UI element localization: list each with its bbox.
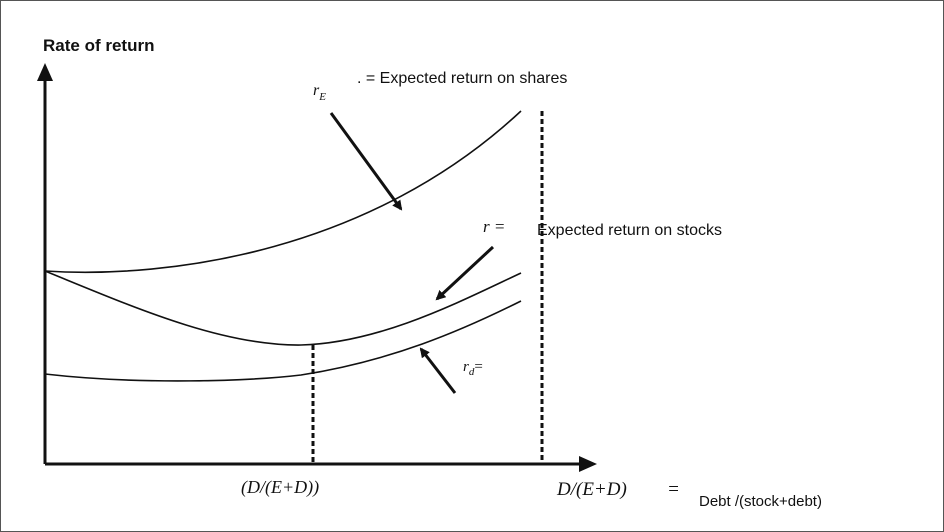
- curve-re: [44, 110, 522, 274]
- r-symbol: r =: [483, 217, 505, 236]
- y-axis-arrowhead: [37, 63, 53, 81]
- rd-symbol: r: [463, 359, 469, 375]
- x-axis-description: Debt /(stock+debt): [699, 493, 822, 510]
- rd-equals: =: [474, 359, 482, 375]
- re-description: . = Expected return on shares: [357, 70, 567, 87]
- r-pointer-arrow: [435, 245, 495, 301]
- optimal-leverage-label: (D/(E+D)): [241, 477, 319, 498]
- x-axis-arrowhead: [579, 456, 597, 472]
- rd-subscript: d: [469, 366, 475, 378]
- curve-rd: [44, 300, 522, 382]
- x-axis-equals: =: [667, 479, 680, 500]
- re-symbol: r: [313, 82, 320, 99]
- r-description: Expected return on stocks: [537, 222, 722, 239]
- rd-label: rd=: [463, 359, 483, 378]
- re-pointer-arrow: [329, 112, 403, 211]
- re-subscript: E: [318, 91, 326, 103]
- re-label: rE: [313, 82, 326, 103]
- rd-pointer-arrow: [419, 347, 457, 394]
- x-axis-label: D/(E+D): [556, 479, 627, 500]
- curve-r: [44, 270, 522, 346]
- y-axis-label: Rate of return: [43, 36, 154, 55]
